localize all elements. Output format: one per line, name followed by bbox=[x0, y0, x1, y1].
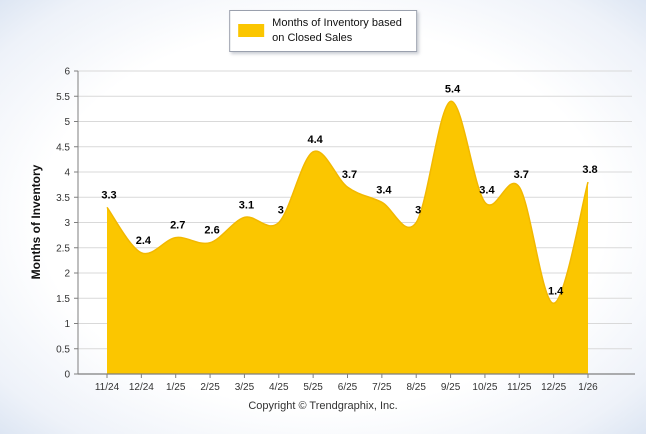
data-label: 3.8 bbox=[582, 164, 597, 176]
y-axis-title: Months of Inventory bbox=[29, 164, 43, 280]
legend: Months of Inventory based on Closed Sale… bbox=[229, 10, 417, 52]
legend-label: Months of Inventory based on Closed Sale… bbox=[272, 16, 402, 46]
data-label: 3.7 bbox=[342, 169, 357, 181]
x-tick-label: 11/24 bbox=[95, 382, 120, 393]
x-tick-label: 2/25 bbox=[200, 382, 220, 393]
legend-label-line1: Months of Inventory based bbox=[272, 17, 402, 29]
x-tick-label: 10/25 bbox=[472, 382, 497, 393]
data-label: 3.3 bbox=[101, 189, 116, 201]
y-tick-label: 1.5 bbox=[56, 294, 70, 305]
y-tick-label: 6 bbox=[64, 67, 70, 78]
y-tick-label: 2.5 bbox=[56, 243, 70, 254]
area-fill bbox=[107, 101, 588, 374]
y-tick-label: 5 bbox=[64, 117, 70, 128]
data-label: 2.6 bbox=[204, 225, 219, 237]
x-tick-label: 6/25 bbox=[338, 382, 358, 393]
data-label: 3.7 bbox=[514, 169, 529, 181]
legend-label-line2: on Closed Sales bbox=[272, 31, 353, 44]
y-tick-label: 3.5 bbox=[56, 193, 70, 204]
data-label: 3.4 bbox=[376, 184, 392, 196]
x-tick-label: 12/25 bbox=[541, 382, 566, 393]
x-tick-label: 3/25 bbox=[235, 382, 255, 393]
y-tick-label: 2 bbox=[64, 269, 70, 280]
x-tick-label: 4/25 bbox=[269, 382, 289, 393]
area-edge-line bbox=[106, 100, 589, 305]
data-label: 3.1 bbox=[239, 199, 254, 211]
y-tick-label: 4.5 bbox=[56, 142, 70, 153]
data-label: 3.4 bbox=[479, 184, 495, 196]
y-tick-label: 3 bbox=[64, 218, 70, 229]
y-tick-label: 0 bbox=[64, 370, 70, 381]
x-tick-label: 9/25 bbox=[441, 382, 461, 393]
x-tick-label: 7/25 bbox=[372, 382, 392, 393]
y-tick-label: 1 bbox=[64, 319, 70, 330]
x-tick-label: 5/25 bbox=[303, 382, 323, 393]
data-label: 5.4 bbox=[445, 83, 461, 95]
y-tick-label: 5.5 bbox=[56, 92, 70, 103]
data-label: 1.4 bbox=[548, 285, 564, 297]
y-tick-label: 4 bbox=[64, 168, 70, 179]
x-tick-label: 12/24 bbox=[129, 382, 154, 393]
data-label: 3 bbox=[415, 205, 421, 217]
legend-swatch-icon bbox=[238, 24, 265, 38]
x-tick-label: 8/25 bbox=[406, 382, 426, 393]
x-tick-label: 1/25 bbox=[166, 382, 186, 393]
data-label: 2.7 bbox=[170, 220, 185, 232]
x-tick-label: 11/25 bbox=[507, 382, 532, 393]
data-label: 3 bbox=[278, 205, 284, 217]
data-label: 2.4 bbox=[136, 235, 152, 247]
x-tick-label: 1/26 bbox=[578, 382, 598, 393]
copyright-text: Copyright © Trendgraphix, Inc. bbox=[248, 400, 398, 412]
y-tick-label: 0.5 bbox=[56, 344, 70, 355]
data-label: 4.4 bbox=[307, 134, 323, 146]
